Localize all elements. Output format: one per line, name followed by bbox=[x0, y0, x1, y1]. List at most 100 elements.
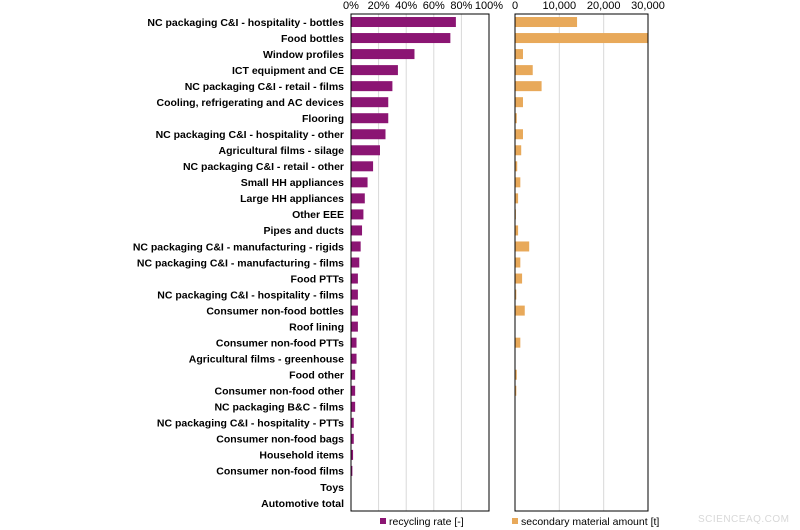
category-label: NC packaging C&I - hospitality - films bbox=[157, 289, 344, 301]
secondary-material-bar bbox=[515, 161, 518, 172]
recycling-rate-bar bbox=[351, 289, 358, 300]
recycling-rate-bar bbox=[351, 49, 415, 60]
category-label: Household items bbox=[259, 450, 344, 462]
recycling-rate-bar bbox=[351, 449, 354, 460]
category-label: Automotive total bbox=[261, 498, 344, 510]
left-plot-frame bbox=[350, 13, 490, 512]
recycling-rate-bar bbox=[351, 257, 360, 268]
recycling-rate-bar bbox=[351, 321, 358, 332]
left-x-tick-label: 80% bbox=[450, 0, 472, 12]
category-label: NC packaging B&C - films bbox=[214, 402, 344, 414]
legend-label-recycling-rate: recycling rate [-] bbox=[389, 516, 464, 528]
recycling-rate-bar bbox=[351, 337, 357, 348]
category-label: Consumer non-food bags bbox=[216, 434, 344, 446]
recycling-rate-bar bbox=[351, 33, 451, 44]
recycling-rate-bar bbox=[351, 17, 456, 28]
secondary-material-bar bbox=[515, 273, 523, 284]
category-label: NC packaging C&I - hospitality - PTTs bbox=[157, 418, 344, 430]
right-plot-frame bbox=[514, 13, 649, 512]
recycling-rate-bar bbox=[351, 177, 368, 188]
category-labels: NC packaging C&I - hospitality - bottles… bbox=[133, 17, 344, 510]
recycling-rate-bar bbox=[351, 401, 356, 412]
secondary-material-bar bbox=[515, 305, 525, 316]
legend-swatch-secondary-material bbox=[512, 518, 518, 524]
secondary-material-bar bbox=[515, 33, 648, 44]
category-label: Agricultural films - greenhouse bbox=[189, 353, 344, 365]
recycling-rate-bar bbox=[351, 273, 358, 284]
secondary-material-bar bbox=[515, 385, 517, 396]
legend-label-secondary-material: secondary material amount [t] bbox=[521, 516, 659, 528]
recycling-rate-bar bbox=[351, 417, 354, 428]
left-x-tick-label: 0% bbox=[343, 0, 359, 12]
category-label: Consumer non-food films bbox=[216, 466, 344, 478]
category-label: Large HH appliances bbox=[240, 193, 344, 205]
recycling-rate-bar bbox=[351, 161, 374, 172]
bars bbox=[351, 17, 648, 476]
secondary-material-bar bbox=[515, 225, 519, 236]
category-label: Other EEE bbox=[292, 209, 344, 221]
recycling-rate-bar bbox=[351, 129, 386, 140]
category-label: Consumer non-food PTTs bbox=[216, 337, 344, 349]
category-label: ICT equipment and CE bbox=[232, 65, 344, 77]
recycling-rate-bar bbox=[351, 465, 353, 476]
secondary-material-bar bbox=[515, 49, 523, 60]
secondary-material-bar bbox=[515, 369, 517, 380]
left-x-tick-label: 40% bbox=[395, 0, 417, 12]
secondary-material-bar bbox=[515, 113, 517, 124]
category-label: Roof lining bbox=[289, 321, 344, 333]
recycling-rate-bar bbox=[351, 225, 363, 236]
category-label: Pipes and ducts bbox=[263, 225, 344, 237]
category-label: Window profiles bbox=[263, 49, 344, 61]
right-x-tick-label: 20,000 bbox=[587, 0, 621, 12]
category-label: Toys bbox=[320, 482, 344, 494]
secondary-material-bar bbox=[515, 81, 542, 92]
recycling-rate-bar bbox=[351, 305, 358, 316]
category-label: Food other bbox=[289, 370, 344, 382]
secondary-material-bar bbox=[515, 337, 521, 348]
category-label: Food PTTs bbox=[291, 273, 345, 285]
recycling-rate-bar bbox=[351, 353, 357, 364]
category-label: Cooling, refrigerating and AC devices bbox=[157, 97, 345, 109]
secondary-material-bar bbox=[515, 145, 522, 156]
category-label: NC packaging C&I - retail - films bbox=[185, 81, 344, 93]
left-x-tick-label: 100% bbox=[475, 0, 503, 12]
recycling-rate-bar bbox=[351, 209, 364, 220]
recycling-rate-bar bbox=[351, 97, 389, 108]
category-label: Flooring bbox=[302, 113, 344, 125]
category-label: Small HH appliances bbox=[241, 177, 344, 189]
category-label: Consumer non-food bottles bbox=[206, 305, 344, 317]
category-label: Food bottles bbox=[281, 33, 344, 45]
secondary-material-bar bbox=[515, 129, 523, 140]
secondary-material-bar bbox=[515, 65, 533, 76]
recycling-rate-bar bbox=[351, 145, 380, 156]
legend-swatch-recycling-rate bbox=[380, 518, 386, 524]
secondary-material-bar bbox=[515, 97, 523, 108]
recycling-rate-bar bbox=[351, 241, 361, 252]
secondary-material-bar bbox=[515, 17, 578, 28]
recycling-rate-bar bbox=[351, 113, 389, 124]
category-label: NC packaging C&I - hospitality - bottles bbox=[147, 17, 344, 29]
recycling-rate-bar bbox=[351, 193, 365, 204]
category-label: NC packaging C&I - retail - other bbox=[183, 161, 344, 173]
secondary-material-bar bbox=[515, 289, 517, 300]
recycling-rate-bar bbox=[351, 81, 393, 92]
category-label: Consumer non-food other bbox=[215, 386, 345, 398]
left-x-tick-label: 20% bbox=[368, 0, 390, 12]
recycling-rate-bar bbox=[351, 385, 356, 396]
secondary-material-bar bbox=[515, 257, 521, 268]
right-x-tick-label: 10,000 bbox=[543, 0, 577, 12]
right-x-tick-label: 30,000 bbox=[631, 0, 665, 12]
gridlines bbox=[378, 14, 605, 511]
left-x-tick-label: 60% bbox=[423, 0, 445, 12]
secondary-material-bar bbox=[515, 193, 519, 204]
tick-labels: 0% 20% 40% 60% 80% 100% 0 10,000 20,000 30,000 bbox=[343, 0, 665, 12]
category-label: Agricultural films - silage bbox=[219, 145, 345, 157]
recycling-rate-bar bbox=[351, 433, 354, 444]
secondary-material-bar bbox=[515, 177, 521, 188]
legend: recycling rate [-] secondary material am… bbox=[380, 516, 659, 528]
category-label: NC packaging C&I - manufacturing - rigid… bbox=[133, 241, 344, 253]
category-label: NC packaging C&I - manufacturing - films bbox=[137, 257, 344, 269]
watermark: SCIENCEAQ.COM bbox=[698, 514, 790, 525]
recycling-rate-bar bbox=[351, 65, 398, 76]
